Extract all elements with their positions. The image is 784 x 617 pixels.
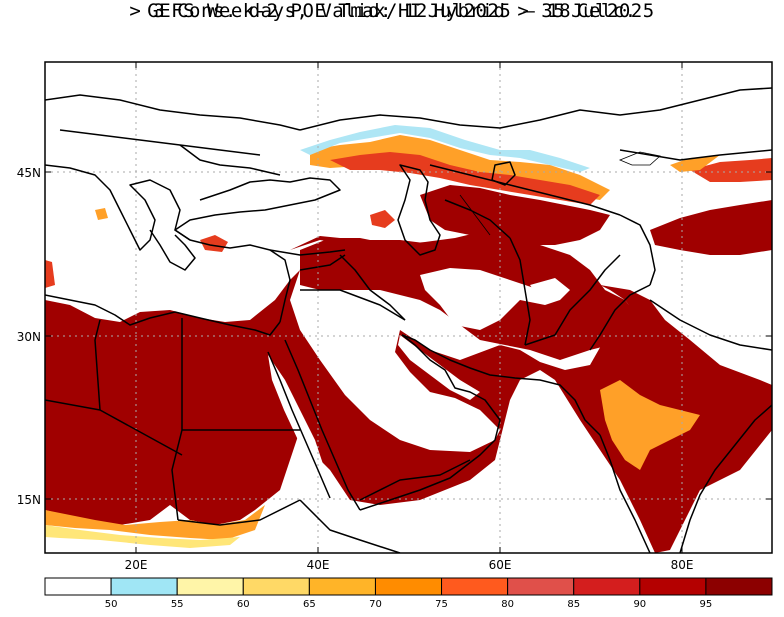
border-pak-india — [589, 284, 651, 351]
shade-caucasus-spot — [370, 210, 395, 228]
border-saudi-yemen — [359, 459, 471, 501]
border-ukraine — [179, 144, 281, 176]
coast-north-africa — [45, 294, 281, 336]
colorbar-tick-label: 85 — [567, 599, 580, 610]
colorbar-swatch — [705, 577, 773, 596]
border-ethiopia — [299, 499, 401, 553]
coast-india-east — [679, 404, 772, 553]
border-china-mongolia — [619, 149, 772, 161]
colorbar-swatch — [242, 577, 310, 596]
axis-ticks — [45, 62, 772, 553]
border-iraq-iran — [339, 254, 406, 321]
borders — [45, 87, 772, 553]
colorbar-tick-label: 55 — [171, 599, 184, 610]
border-india-nepal — [649, 299, 772, 351]
border-afghan-pak — [524, 254, 621, 346]
coast-india-west — [599, 434, 651, 553]
coast-greece — [149, 229, 196, 271]
border-saudi-iraq — [300, 289, 406, 321]
shade-persian-gulf — [398, 335, 480, 400]
shade-iran-gap — [420, 268, 560, 330]
shade-north-africa — [45, 270, 772, 553]
shade-east-china-orange — [670, 155, 720, 172]
lon-label-40e: 40E — [307, 558, 330, 572]
coast-red-sea-west — [267, 351, 331, 499]
colorbar-swatch — [176, 577, 244, 596]
lake-balkhash — [618, 151, 661, 166]
shade-turkey-spot — [200, 235, 228, 252]
border-sudan-south — [177, 499, 301, 526]
coast-europe — [45, 164, 191, 251]
map-frame — [44, 61, 773, 554]
shade-east-china-top — [690, 158, 772, 182]
border-europe-mid — [59, 129, 261, 156]
coast-caspian — [397, 164, 441, 256]
colorbar-swatch — [374, 577, 443, 596]
border-turkmen-uzbek — [444, 199, 511, 239]
colorbar-swatch — [308, 577, 376, 596]
lon-label-80e: 80E — [671, 558, 694, 572]
shade-spain-edge — [45, 260, 55, 288]
shade-east-china — [650, 200, 772, 255]
colorbar-swatch — [573, 577, 641, 596]
colorbar-tick-label: 95 — [700, 599, 713, 610]
title-line-1: GEFS Week-2 POE Tmax/HI Hybrid > 35 Celc… — [147, 0, 637, 22]
coast-arabia — [359, 334, 501, 511]
border-mali-niger — [45, 399, 101, 411]
probability-shading — [45, 125, 772, 553]
coast-aral — [491, 161, 516, 186]
border-china-west — [619, 214, 656, 286]
lakes-thin — [459, 151, 661, 236]
coast-red-sea-east — [284, 339, 361, 511]
colorbar-swatch — [441, 577, 509, 596]
border-europe-north — [45, 94, 301, 131]
colorbar-swatch — [110, 577, 178, 596]
lat-label-30n: 30N — [17, 330, 41, 344]
border-kazakh-south — [429, 164, 621, 216]
border-iran-afghan — [509, 237, 531, 346]
shade-central-asia — [420, 185, 610, 245]
colorbar-tick-label: 90 — [633, 599, 646, 610]
colorbar-tick-label: 50 — [105, 599, 118, 610]
colorbar-tick-label: 70 — [369, 599, 382, 610]
border-sudan-chad — [171, 429, 183, 521]
colorbar-tick-label: 75 — [435, 599, 448, 610]
lon-label-20e: 20E — [125, 558, 148, 572]
border-russia-kazakh — [299, 87, 772, 131]
shade-afghan-gap — [530, 278, 570, 300]
colorbar: 50 55 60 65 70 75 80 85 90 95 — [44, 577, 773, 610]
border-libya-chad — [99, 409, 183, 456]
shade-sahel-orange — [45, 505, 265, 540]
coast-iran — [401, 334, 601, 436]
border-algeria-libya — [94, 319, 101, 411]
border-turkey-syria — [269, 249, 346, 256]
colorbar-swatch — [639, 577, 707, 596]
title-line-2: > 3 Cons. days, Valid: 12Jul2025 – 18Jul… — [129, 0, 655, 22]
map-area — [45, 62, 772, 553]
lat-label-15n: 15N — [17, 493, 41, 507]
colorbar-swatch — [507, 577, 575, 596]
river-amu — [459, 194, 491, 236]
colorbar-tick-label: 65 — [303, 599, 316, 610]
shade-kazakh-red — [330, 152, 600, 205]
shade-kazakh-cyan — [300, 125, 590, 172]
colorbar-swatch — [44, 577, 112, 596]
border-syria-iraq — [299, 254, 346, 271]
shade-italy-spot — [95, 208, 108, 220]
shade-india-light — [600, 380, 700, 470]
colorbar-tick-label: 60 — [237, 599, 250, 610]
lat-label-45n: 45N — [17, 166, 41, 180]
lon-label-60e: 60E — [489, 558, 512, 572]
shade-sahel-yellow — [45, 525, 240, 548]
colorbar-tick-label: 80 — [501, 599, 514, 610]
axis-labels: 45N 30N 15N 20E 40E 60E 80E — [17, 166, 694, 572]
